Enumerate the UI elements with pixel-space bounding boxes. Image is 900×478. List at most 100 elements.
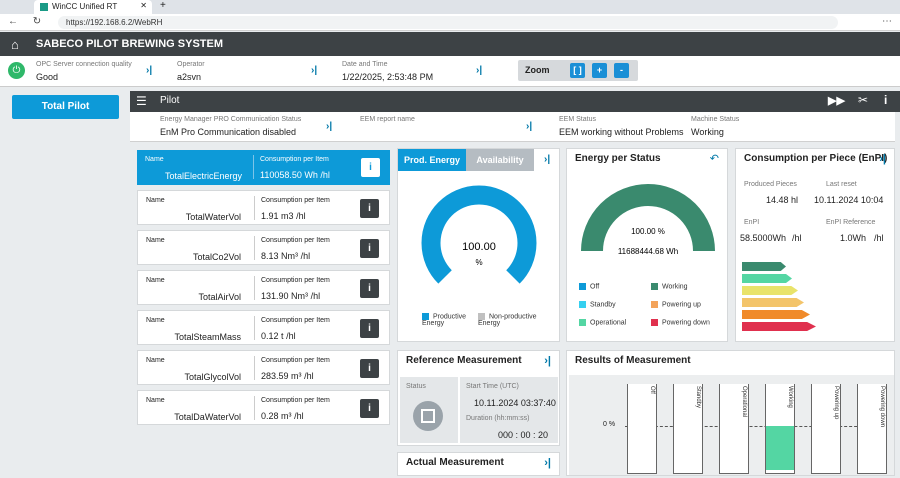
productive-swatch (422, 313, 429, 320)
opc-label: OPC Server connection quality (36, 61, 132, 68)
legend-productive: Productive Energy (422, 313, 482, 327)
card-unit: m³ (291, 371, 302, 381)
results-bar-slot (673, 384, 703, 474)
energy-card[interactable]: Name TotalElectricEnergy Consumption per I… (137, 150, 390, 185)
eem-report-chevron-icon[interactable]: ›| (526, 121, 533, 132)
energy-class-arrow (742, 298, 804, 307)
results-bar-slot (627, 384, 657, 474)
new-tab-icon[interactable]: + (160, 0, 166, 11)
energy-card[interactable]: Name TotalSteamMass Consumption per Item 0.… (137, 310, 390, 345)
card-info-button[interactable]: i (361, 158, 380, 177)
tab-close-icon[interactable]: ✕ (140, 1, 147, 10)
url-text: https://192.168.6.2/WebRH (66, 18, 163, 27)
eps-legend-item: Standby (579, 301, 616, 308)
home-icon[interactable]: ⌂ (11, 37, 19, 52)
app-title: SABECO PILOT BREWING SYSTEM (36, 38, 224, 50)
eps-legend-label: Powering up (662, 301, 701, 309)
nav-total-pilot-button[interactable]: Total Pilot (12, 95, 119, 119)
menu-icon[interactable]: ⋯ (882, 16, 892, 27)
tab-prod-energy[interactable]: Prod. Energy (398, 149, 466, 171)
card-info-button[interactable]: i (360, 359, 379, 378)
card-unit: Wh (304, 170, 318, 180)
reference-panel: Reference Measurement ›| Status Start Ti… (397, 350, 560, 446)
results-zero-label: 0 % (603, 421, 616, 428)
back-icon[interactable]: ← (8, 16, 18, 27)
card-value-group: 110058.50 Wh /hl (260, 170, 330, 180)
em-chevron-icon[interactable]: ›| (326, 121, 333, 132)
refresh-icon[interactable]: ↻ (32, 16, 42, 27)
card-divider (254, 276, 255, 300)
card-unit: m³ (281, 411, 292, 421)
ref-duration-label: Duration (hh:mm:ss) (466, 415, 530, 422)
ref-start-label: Start Time (UTC) (466, 383, 519, 390)
browser-tab[interactable]: WinCC Unified RT ✕ (34, 0, 152, 14)
address-bar[interactable]: https://192.168.6.2/WebRH (58, 16, 838, 29)
eps-gauge-value: 100.00 % (631, 227, 665, 236)
card-name-label: Name (146, 317, 165, 324)
energy-class-arrow (742, 310, 810, 319)
card-value-group: 283.59 m³ /hl (261, 371, 314, 381)
enpi-ref-label: EnPI Reference (826, 219, 876, 226)
ref-chevron-icon[interactable]: ›| (544, 355, 551, 367)
card-info-button[interactable]: i (360, 199, 379, 218)
card-divider (254, 356, 255, 380)
eps-legend-item: Working (651, 283, 688, 290)
card-value: 8.13 (261, 251, 279, 261)
eem-status-label: EEM Status (559, 116, 596, 123)
operator-chevron-icon[interactable]: ›| (311, 65, 318, 76)
status-row: Energy Manager PRO Communication Status … (130, 112, 895, 142)
forward-icon[interactable]: ▶▶ (828, 95, 845, 107)
zoom-out-button[interactable]: - (614, 63, 629, 78)
enpi-chevron-icon[interactable]: ›| (879, 153, 886, 165)
tab-availability[interactable]: Availability (466, 149, 534, 171)
actual-chevron-icon[interactable]: ›| (544, 457, 551, 469)
card-value: 283.59 (261, 371, 289, 381)
results-zero-line (625, 426, 887, 427)
card-info-button[interactable]: i (360, 279, 379, 298)
info-icon[interactable]: i (884, 93, 888, 107)
card-info-button[interactable]: i (360, 239, 379, 258)
nonproductive-swatch (478, 313, 485, 320)
tools-icon[interactable]: ✂ (858, 93, 869, 107)
zoom-fit-button[interactable]: [ ] (570, 63, 585, 78)
eps-legend-item: Powering down (651, 319, 710, 326)
datetime-label: Date and Time (342, 61, 388, 68)
card-info-button[interactable]: i (360, 399, 379, 418)
results-bar-slot (811, 384, 841, 474)
refresh-icon[interactable]: ↶ (709, 153, 719, 165)
zoom-in-button[interactable]: + (592, 63, 607, 78)
tab-favicon-icon (40, 2, 48, 11)
energy-card[interactable]: Name TotalWaterVol Consumption per Item 1.9… (137, 190, 390, 225)
energy-card[interactable]: Name TotalCo2Vol Consumption per Item 8.13 … (137, 230, 390, 265)
card-info-button[interactable]: i (360, 319, 379, 338)
results-bar-label: Powering up (833, 386, 839, 420)
em-label: Energy Manager PRO Communication Status (160, 116, 302, 123)
eps-legend-label: Operational (590, 319, 627, 327)
prod-gauge: 100.00 % (421, 185, 537, 284)
eps-legend-item: Operational (579, 319, 626, 326)
prod-chevron-icon[interactable]: ›| (544, 154, 551, 165)
card-divider (253, 155, 254, 179)
ref-time-box: Start Time (UTC) 10.11.2024 03:37:40 Dur… (460, 377, 558, 443)
card-value-group: 131.90 Nm³ /hl (261, 291, 320, 301)
enpi-panel: Consumption per Piece (EnPI) ›| Produced… (735, 148, 895, 342)
opc-chevron-icon[interactable]: ›| (146, 65, 153, 76)
results-panel: Results of Measurement 0 % Off Standby Ope… (566, 350, 895, 476)
browser-toolbar: ← ↻ https://192.168.6.2/WebRH ⋯ (0, 14, 900, 31)
results-bar-label: Powering down (879, 386, 885, 428)
eps-legend-item: Powering up (651, 301, 701, 308)
card-cpi-label: Consumption per Item (261, 397, 330, 404)
panel-header: ☰ Pilot ▶▶ ✂ i (130, 91, 900, 112)
energy-card[interactable]: Name TotalAirVol Consumption per Item 131.9… (137, 270, 390, 305)
card-value: 110058.50 (260, 170, 302, 180)
card-variable-name: TotalDaWaterVol (174, 412, 241, 422)
card-value: 1.91 (261, 211, 279, 221)
card-name-label: Name (146, 357, 165, 364)
energy-card[interactable]: Name TotalDaWaterVol Consumption per Item 0… (137, 390, 390, 425)
card-value-group: 8.13 Nm³ /hl (261, 251, 310, 261)
energy-class-arrow (742, 286, 798, 295)
card-cpi-label: Consumption per Item (261, 197, 330, 204)
energy-card[interactable]: Name TotalGlycolVol Consumption per Item 28… (137, 350, 390, 385)
enpi-unit: /hl (792, 233, 802, 243)
datetime-chevron-icon[interactable]: ›| (476, 65, 483, 76)
